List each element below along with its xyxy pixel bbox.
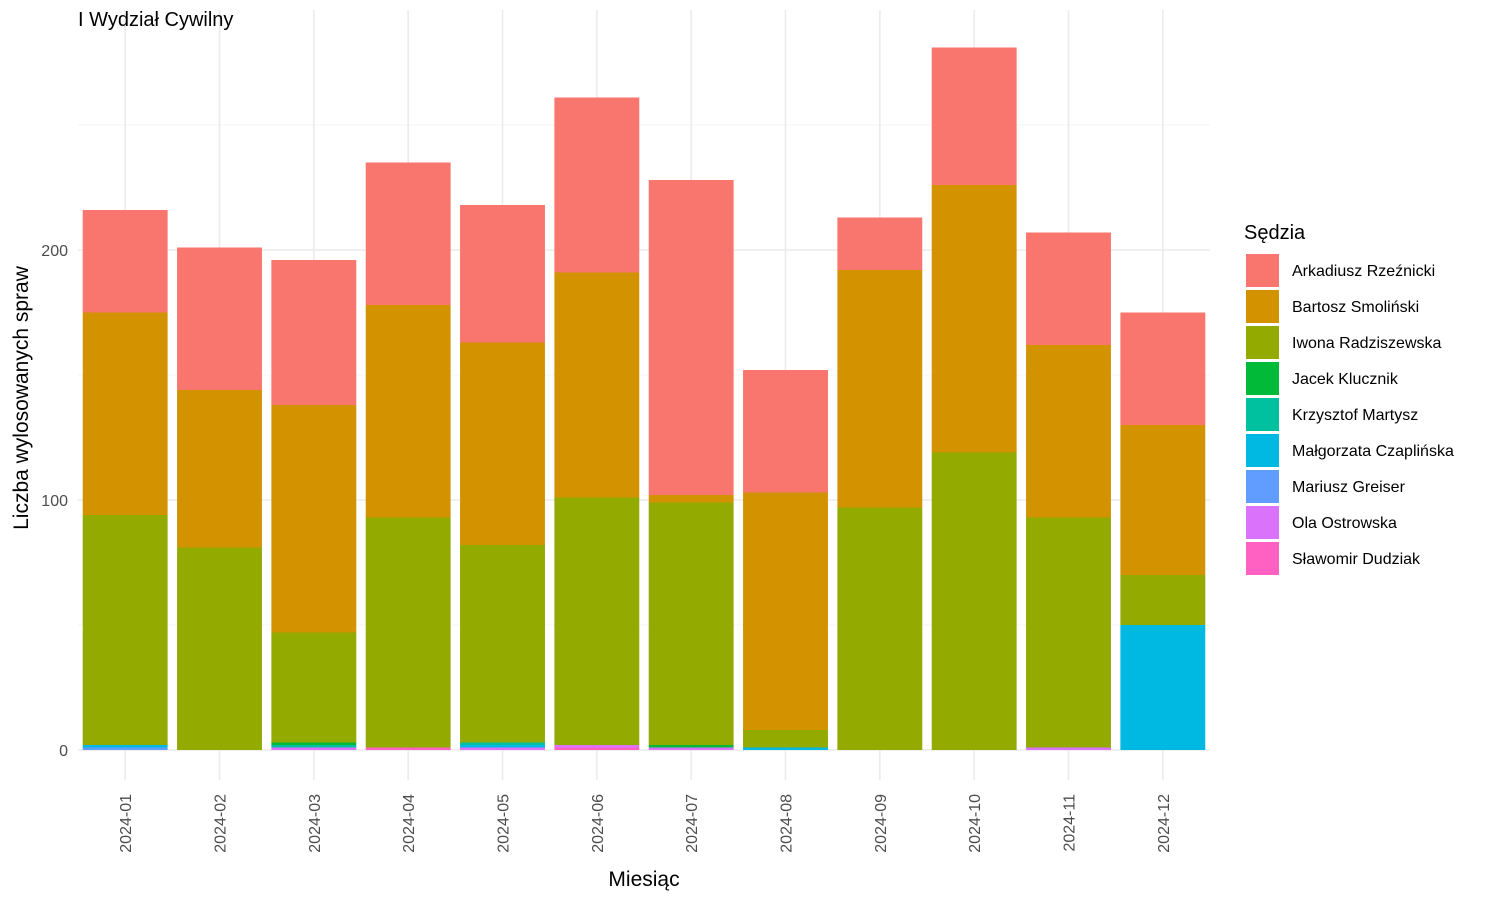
- bar-segment: [82, 515, 168, 745]
- bar-segment: [931, 47, 1017, 185]
- bar-segment: [82, 312, 168, 515]
- bar-segment: [460, 545, 545, 743]
- bar-segment: [554, 97, 640, 273]
- x-tick-label: 2024-08: [779, 794, 796, 853]
- legend-swatch: [1246, 398, 1279, 431]
- y-axis-title: Liczba wylosowanych spraw: [10, 265, 33, 530]
- bar-segment: [271, 260, 357, 405]
- bar-segment: [931, 452, 1017, 750]
- legend-swatch: [1246, 362, 1279, 395]
- bar-segment: [648, 495, 734, 503]
- x-axis-ticks: 2024-01 2024-02 2024-03 2024-04 2024-05 2024-…: [118, 794, 1173, 853]
- x-tick-label: 2024-02: [213, 794, 230, 853]
- bar-segment: [271, 742, 357, 745]
- legend-title: Sędzia: [1244, 222, 1306, 244]
- legend-label: Krzysztof Martysz: [1292, 407, 1418, 424]
- bar-segment: [554, 497, 640, 745]
- bar-segment: [1120, 575, 1206, 625]
- bar-segment: [837, 217, 923, 270]
- bar-segment: [1026, 517, 1111, 748]
- x-tick-label: 2024-09: [873, 794, 890, 853]
- legend-swatch: [1246, 506, 1279, 539]
- bar-segment: [743, 747, 828, 750]
- legend-label: Bartosz Smoliński: [1292, 299, 1419, 316]
- y-axis-ticks: 0 100 200: [41, 243, 68, 760]
- bar-segment: [271, 405, 357, 633]
- chart-title: I Wydział Cywilny: [78, 9, 233, 31]
- bar-segment: [743, 370, 828, 493]
- bar-segment: [931, 185, 1017, 453]
- bar-segment: [460, 205, 545, 343]
- bar-segment: [1120, 312, 1206, 425]
- bar-segment: [271, 745, 357, 748]
- legend-items: Arkadiusz Rzeźnicki Bartosz Smoliński Iwon…: [1246, 254, 1454, 575]
- bar-segment: [82, 745, 168, 748]
- bar-segment: [648, 747, 734, 750]
- y-tick-label: 0: [59, 743, 68, 760]
- bar-segment: [365, 747, 451, 750]
- bar-segment: [460, 342, 545, 545]
- x-tick-label: 2024-01: [118, 794, 135, 853]
- bar-segment: [837, 270, 923, 508]
- x-tick-label: 2024-10: [967, 794, 984, 853]
- y-tick-label: 100: [41, 493, 68, 510]
- legend-label: Jacek Klucznik: [1292, 371, 1399, 388]
- bar-segment: [743, 492, 828, 730]
- legend-swatch: [1246, 254, 1279, 287]
- legend-swatch: [1246, 290, 1279, 323]
- bar-segment: [554, 745, 640, 748]
- bar-segment: [837, 507, 923, 750]
- bar-segment: [648, 502, 734, 745]
- legend-label: Arkadiusz Rzeźnicki: [1292, 263, 1435, 280]
- y-tick-label: 200: [41, 243, 68, 260]
- x-tick-label: 2024-06: [590, 794, 607, 853]
- bar-segment: [1026, 345, 1111, 518]
- bar-segment: [1026, 232, 1111, 345]
- legend-swatch: [1246, 470, 1279, 503]
- bar-segment: [177, 547, 262, 750]
- bar-segment: [271, 632, 357, 743]
- bar-segment: [365, 162, 451, 305]
- bar-segment: [1120, 425, 1206, 575]
- bar-segment: [554, 747, 640, 750]
- legend-label: Sławomir Dudziak: [1292, 551, 1421, 568]
- x-axis-title: Miesiąc: [608, 868, 679, 891]
- bar-segment: [460, 747, 545, 750]
- x-tick-label: 2024-05: [496, 794, 513, 853]
- legend-label: Mariusz Greiser: [1292, 479, 1406, 496]
- x-tick-label: 2024-12: [1156, 794, 1173, 853]
- legend-swatch: [1246, 434, 1279, 467]
- legend: Sędzia Arkadiusz Rzeźnicki Bartosz Smoliń…: [1244, 222, 1454, 575]
- bar-segment: [648, 745, 734, 748]
- legend-swatch: [1246, 542, 1279, 575]
- legend-label: Iwona Radziszewska: [1292, 335, 1442, 352]
- bar-segment: [554, 272, 640, 498]
- bar-segment: [743, 730, 828, 748]
- legend-label: Małgorzata Czaplińska: [1292, 443, 1454, 460]
- bar-segment: [82, 210, 168, 313]
- bars: [82, 47, 1206, 750]
- bar-segment: [1120, 625, 1206, 750]
- x-tick-label: 2024-07: [684, 794, 701, 853]
- bar-segment: [460, 745, 545, 748]
- x-tick-label: 2024-11: [1062, 794, 1079, 852]
- bar-segment: [1026, 747, 1111, 750]
- x-tick-label: 2024-03: [307, 794, 324, 853]
- bar-segment: [365, 305, 451, 518]
- bar-segment: [271, 747, 357, 750]
- legend-swatch: [1246, 326, 1279, 359]
- bar-segment: [648, 180, 734, 495]
- bar-segment: [177, 390, 262, 548]
- bar-segment: [177, 247, 262, 390]
- bar-segment: [365, 517, 451, 748]
- bar-segment: [82, 747, 168, 750]
- x-tick-label: 2024-04: [401, 794, 418, 853]
- bar-segment: [460, 742, 545, 745]
- legend-label: Ola Ostrowska: [1292, 515, 1397, 532]
